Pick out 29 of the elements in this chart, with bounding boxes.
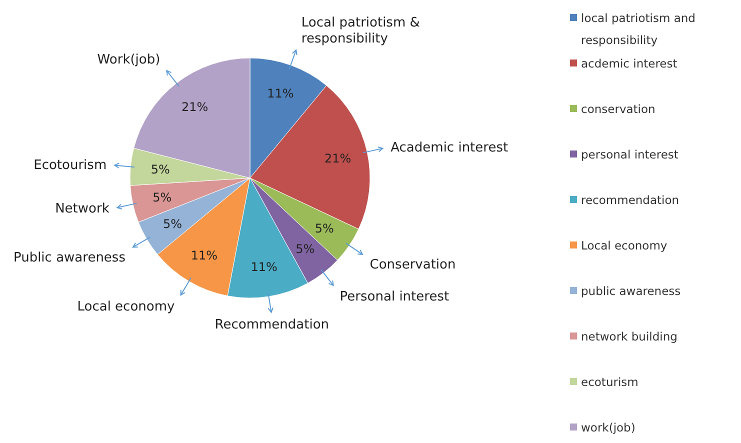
text: Network <box>55 202 110 217</box>
data-label: 5% <box>152 190 172 205</box>
text: Conservation <box>370 258 456 273</box>
data-label: 11% <box>267 86 294 100</box>
legend-label: recommendation <box>581 193 680 207</box>
data-label: 21% <box>182 100 208 114</box>
text: Work(job) <box>97 52 160 68</box>
text: Recommendation <box>214 317 330 332</box>
legend-label: ecoturism <box>581 375 638 389</box>
text: Public awareness <box>13 250 126 266</box>
text: Ecotourism <box>34 158 107 173</box>
legend-label: conservation <box>581 102 656 116</box>
legend-label: work(job) <box>581 420 636 434</box>
data-label: 5% <box>163 216 182 231</box>
data-label: 5% <box>296 242 315 256</box>
data-label: 11% <box>250 260 278 274</box>
data-label: 5% <box>314 222 334 236</box>
legend-label: public awareness <box>581 284 681 298</box>
legend-label: network building <box>581 330 678 344</box>
text: Local economy <box>77 300 175 315</box>
legend-label: acdemic interest <box>581 56 678 70</box>
legend-label: Local economy <box>581 238 668 252</box>
text: Academic interest <box>390 140 508 156</box>
data-label: 5% <box>150 162 170 177</box>
legend-label: personal interest <box>581 148 679 162</box>
data-label: 21% <box>324 151 352 166</box>
text: Local patriotism & responsibility <box>301 15 420 46</box>
data-label: 11% <box>190 248 218 262</box>
text: Personal interest <box>340 290 450 305</box>
